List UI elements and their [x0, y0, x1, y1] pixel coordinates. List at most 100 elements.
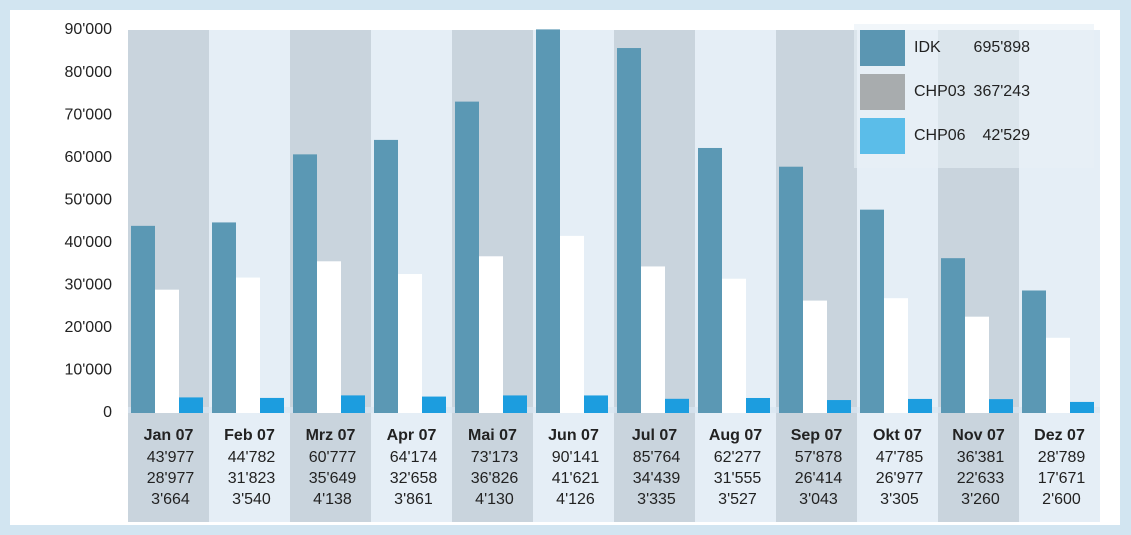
- bar: [1022, 290, 1046, 413]
- value-label: 22'633: [957, 470, 1005, 487]
- value-label: 36'381: [957, 449, 1005, 466]
- bar: [803, 300, 827, 413]
- bar: [398, 274, 422, 413]
- value-label: 34'439: [633, 470, 681, 487]
- value-label: 35'649: [309, 470, 357, 487]
- legend-label: CHP03: [914, 83, 966, 100]
- bar: [746, 397, 770, 413]
- value-label: 26'977: [876, 470, 924, 487]
- bar: [455, 101, 479, 414]
- value-label: 90'141: [552, 449, 600, 466]
- floor: [128, 407, 1100, 413]
- value-label: 3'260: [961, 491, 1000, 508]
- value-label: 28'789: [1038, 449, 1086, 466]
- bar: [293, 154, 317, 413]
- bar: [479, 256, 503, 413]
- y-tick-label: 50'000: [64, 191, 112, 208]
- bar: [941, 258, 965, 413]
- value-label: 4'126: [556, 491, 595, 508]
- value-label: 73'173: [471, 449, 519, 466]
- value-label: 44'782: [228, 449, 276, 466]
- bar: [908, 398, 932, 413]
- bar: [617, 48, 641, 413]
- value-label: 28'977: [147, 470, 195, 487]
- bar: [827, 400, 851, 413]
- legend-total: 42'529: [982, 127, 1030, 144]
- x-tick-label: Sep 07: [791, 427, 843, 444]
- value-label: 85'764: [633, 449, 681, 466]
- bar: [260, 397, 284, 413]
- bar: [341, 395, 365, 413]
- bar: [584, 395, 608, 413]
- bar: [317, 261, 341, 413]
- y-tick-label: 60'000: [64, 149, 112, 166]
- bar: [698, 147, 722, 414]
- value-label: 4'138: [313, 491, 352, 508]
- y-tick-label: 40'000: [64, 234, 112, 251]
- legend-swatch: [860, 74, 905, 110]
- value-label: 3'305: [880, 491, 919, 508]
- value-label: 3'527: [718, 491, 757, 508]
- x-tick-label: Nov 07: [952, 427, 1005, 444]
- x-tick-label: Aug 07: [709, 427, 762, 444]
- bar: [236, 277, 260, 413]
- x-tick-label: Mrz 07: [306, 427, 356, 444]
- value-label: 26'414: [795, 470, 843, 487]
- value-label: 4'130: [475, 491, 514, 508]
- y-tick-label: 20'000: [64, 319, 112, 336]
- bar: [1070, 401, 1094, 413]
- y-tick-label: 10'000: [64, 362, 112, 379]
- bar: [131, 225, 155, 413]
- value-label: 3'043: [799, 491, 838, 508]
- bar: [560, 235, 584, 413]
- x-tick-label: Dez 07: [1034, 427, 1085, 444]
- value-label: 31'555: [714, 470, 762, 487]
- y-tick-label: 0: [103, 404, 112, 421]
- value-label: 31'823: [228, 470, 276, 487]
- value-label: 62'277: [714, 449, 762, 466]
- value-label: 60'777: [309, 449, 357, 466]
- value-label: 3'664: [151, 491, 190, 508]
- value-label: 2'600: [1042, 491, 1081, 508]
- x-tick-label: Mai 07: [468, 427, 517, 444]
- value-label: 43'977: [147, 449, 195, 466]
- bar: [422, 396, 446, 413]
- legend-label: CHP06: [914, 127, 966, 144]
- y-tick-label: 30'000: [64, 277, 112, 294]
- value-label: 3'540: [232, 491, 271, 508]
- legend-label: IDK: [914, 39, 941, 56]
- value-label: 36'826: [471, 470, 519, 487]
- y-tick-label: 90'000: [64, 21, 112, 38]
- y-tick-label: 80'000: [64, 64, 112, 81]
- value-label: 32'658: [390, 470, 438, 487]
- value-label: 17'671: [1038, 470, 1086, 487]
- y-tick-label: 70'000: [64, 106, 112, 123]
- value-label: 47'785: [876, 449, 924, 466]
- legend-total: 367'243: [974, 83, 1031, 100]
- value-label: 41'621: [552, 470, 600, 487]
- bar: [965, 316, 989, 413]
- bar: [212, 222, 236, 413]
- value-label: 3'335: [637, 491, 676, 508]
- bar: [860, 209, 884, 413]
- bar: [155, 289, 179, 413]
- bar: [989, 399, 1013, 413]
- value-label: 64'174: [390, 449, 438, 466]
- bar: [722, 278, 746, 413]
- bar: [503, 395, 527, 413]
- value-label: 57'878: [795, 449, 843, 466]
- legend-swatch: [860, 30, 905, 66]
- legend-total: 695'898: [974, 39, 1031, 56]
- bar: [779, 166, 803, 413]
- x-tick-label: Jun 07: [548, 427, 599, 444]
- legend-swatch: [860, 118, 905, 154]
- x-tick-label: Apr 07: [387, 427, 437, 444]
- bar: [641, 266, 665, 413]
- x-tick-label: Jul 07: [632, 427, 677, 444]
- x-tick-label: Feb 07: [224, 427, 275, 444]
- bar: [374, 139, 398, 413]
- bar: [884, 298, 908, 413]
- x-tick-label: Jan 07: [144, 427, 194, 444]
- x-tick-label: Okt 07: [873, 427, 922, 444]
